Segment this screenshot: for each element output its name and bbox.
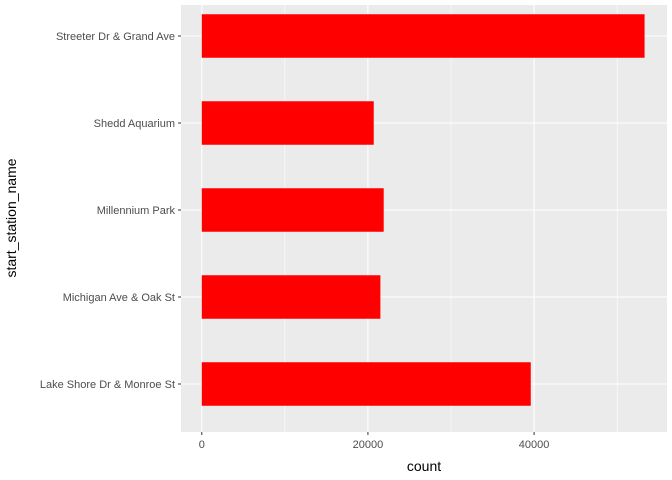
bar bbox=[201, 188, 384, 232]
bar bbox=[201, 101, 374, 145]
y-axis: Lake Shore Dr & Monroe St Michigan Ave & … bbox=[40, 31, 181, 391]
y-tick-label: Shedd Aquarium bbox=[94, 118, 175, 130]
x-axis-title: count bbox=[407, 458, 441, 474]
x-tick-label: 20000 bbox=[353, 439, 384, 451]
bar bbox=[201, 14, 645, 58]
y-tick-label: Streeter Dr & Grand Ave bbox=[56, 31, 175, 43]
bar bbox=[201, 275, 381, 319]
x-tick-label: 40000 bbox=[519, 439, 550, 451]
y-tick-label: Michigan Ave & Oak St bbox=[63, 292, 175, 304]
y-tick-label: Lake Shore Dr & Monroe St bbox=[40, 379, 175, 391]
x-axis: 0 20000 40000 bbox=[199, 432, 550, 451]
x-tick-label: 0 bbox=[199, 439, 205, 451]
bars bbox=[201, 14, 645, 406]
bar bbox=[201, 362, 531, 406]
y-tick-label: Millennium Park bbox=[97, 205, 176, 217]
y-axis-title: start_station_name bbox=[3, 158, 19, 277]
